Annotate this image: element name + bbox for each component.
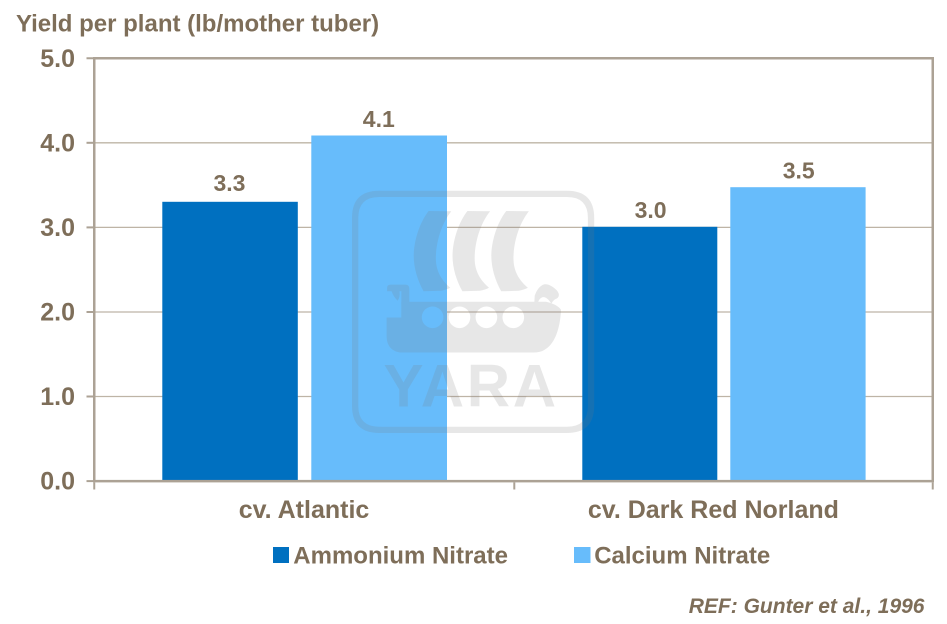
svg-text:3.5: 3.5 (783, 158, 815, 184)
svg-text:Yield per plant (lb/mother tub: Yield per plant (lb/mother tuber) (16, 11, 379, 38)
svg-text:4.0: 4.0 (40, 129, 75, 157)
svg-text:5.0: 5.0 (40, 45, 75, 73)
svg-text:3.0: 3.0 (40, 214, 75, 242)
svg-text:YARA: YARA (384, 353, 559, 420)
svg-text:0.0: 0.0 (40, 468, 75, 496)
svg-text:3.3: 3.3 (214, 170, 246, 196)
svg-text:Calcium Nitrate: Calcium Nitrate (594, 543, 770, 570)
svg-text:Ammonium Nitrate: Ammonium Nitrate (293, 543, 508, 570)
svg-text:REF: Gunter et al., 1996: REF: Gunter et al., 1996 (689, 595, 925, 618)
svg-text:cv. Dark Red Norland: cv. Dark Red Norland (588, 496, 839, 524)
svg-text:3.0: 3.0 (635, 197, 667, 223)
svg-text:2.0: 2.0 (40, 299, 75, 327)
svg-text:cv. Atlantic: cv. Atlantic (239, 496, 370, 524)
svg-text:4.1: 4.1 (363, 106, 395, 132)
svg-text:1.0: 1.0 (40, 383, 75, 411)
